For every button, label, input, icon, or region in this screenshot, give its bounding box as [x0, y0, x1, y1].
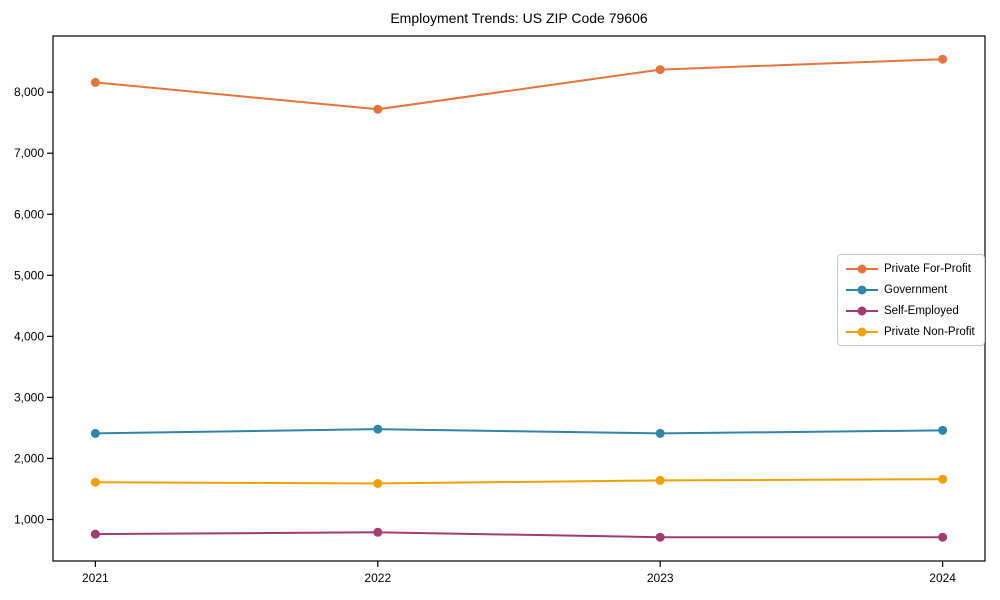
- legend-line-marker-icon: [846, 306, 878, 315]
- y-tick-label: 1,000: [14, 512, 44, 526]
- y-tick-label: 7,000: [14, 146, 44, 160]
- plot-frame: [52, 35, 986, 562]
- y-tick-label: 4,000: [14, 329, 44, 343]
- data-point-marker: [655, 475, 665, 485]
- x-tick-label: 2024: [929, 571, 956, 585]
- data-point-marker: [655, 428, 665, 438]
- x-tick-label: 2021: [82, 571, 109, 585]
- y-tick-label: 3,000: [14, 390, 44, 404]
- x-tick-label: 2023: [647, 571, 674, 585]
- legend-item: Self-Employed: [846, 300, 975, 321]
- chart-title: Employment Trends: US ZIP Code 79606: [390, 10, 648, 26]
- y-tick-label: 6,000: [14, 207, 44, 221]
- data-point-marker: [938, 474, 948, 484]
- legend-label: Private For-Profit: [884, 262, 971, 275]
- legend-item: Private For-Profit: [846, 258, 975, 279]
- data-point-marker: [655, 65, 665, 75]
- data-point-marker: [373, 478, 383, 488]
- data-point-marker: [938, 54, 948, 64]
- data-point-marker: [938, 532, 948, 542]
- legend: Private For-Profit Government Self-Emplo…: [837, 254, 985, 346]
- legend-label: Self-Employed: [884, 304, 959, 317]
- series-line: [95, 478, 943, 485]
- legend-label: Government: [884, 283, 948, 296]
- y-tick-label: 2,000: [14, 451, 44, 465]
- data-point-marker: [90, 77, 100, 87]
- legend-line-marker-icon: [846, 285, 878, 294]
- data-point-marker: [373, 104, 383, 114]
- legend-label: Private Non-Profit: [884, 325, 975, 338]
- series-line: [95, 531, 943, 539]
- data-point-marker: [655, 532, 665, 542]
- data-point-marker: [373, 424, 383, 434]
- y-tick-label: 5,000: [14, 268, 44, 282]
- legend-item: Government: [846, 279, 975, 300]
- data-point-marker: [90, 477, 100, 487]
- y-tick-label: 8,000: [14, 85, 44, 99]
- data-point-marker: [373, 527, 383, 537]
- series-line: [95, 58, 943, 111]
- legend-line-marker-icon: [846, 264, 878, 273]
- data-point-marker: [90, 529, 100, 539]
- data-point-marker: [90, 428, 100, 438]
- legend-item: Private Non-Profit: [846, 321, 975, 342]
- x-tick-label: 2022: [364, 571, 391, 585]
- data-point-marker: [938, 425, 948, 435]
- series-line: [95, 428, 943, 435]
- legend-line-marker-icon: [846, 327, 878, 336]
